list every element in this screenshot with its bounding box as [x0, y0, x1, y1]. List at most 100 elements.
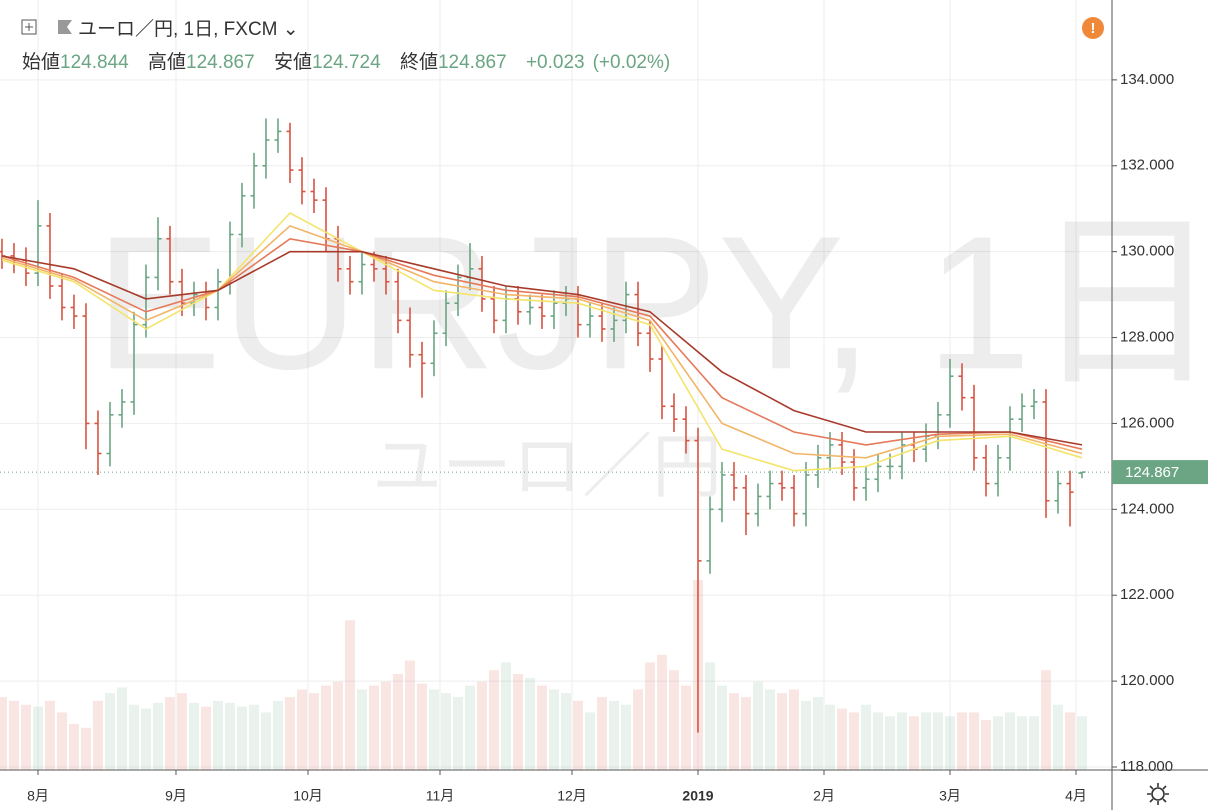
volume-bar	[776, 693, 787, 770]
ohlc-bar	[166, 225, 174, 295]
volume-bar	[1064, 712, 1075, 770]
volume-bar	[56, 712, 67, 770]
volume-bar	[680, 685, 691, 770]
volume-bar	[824, 704, 835, 770]
volume-bar	[164, 697, 175, 770]
ohlc-bar	[58, 273, 66, 321]
ohlc-bar	[862, 466, 870, 501]
ohlc-bar	[394, 268, 402, 334]
ohlc-bar	[346, 255, 354, 295]
volume-bar	[344, 620, 355, 770]
ohlc-bar	[754, 483, 762, 527]
volume-bar	[716, 685, 727, 770]
volume-bar	[104, 693, 115, 770]
y-tick-label: 120.000	[1120, 672, 1174, 689]
close-value: 124.867	[437, 52, 507, 73]
ohlc-bar	[970, 384, 978, 471]
x-tick-label: 11月	[426, 788, 455, 804]
ohlc-bar	[1054, 470, 1062, 514]
y-tick-label: 126.000	[1120, 414, 1174, 431]
ohlc-bar	[478, 255, 486, 312]
ohlc-bar	[298, 157, 306, 205]
volume-bar	[848, 712, 859, 770]
ohlc-bar	[442, 290, 450, 347]
ohlc-bar	[946, 359, 954, 428]
ohlc-bar	[430, 320, 438, 377]
volume-bar	[944, 716, 955, 770]
volume-bar	[764, 689, 775, 770]
ohlc-bar	[310, 178, 318, 214]
ohlc-bar	[1006, 406, 1014, 471]
volume-bar	[296, 689, 307, 770]
volume-bar	[476, 681, 487, 770]
volume-bar	[488, 670, 499, 770]
close-label: 終値	[399, 52, 438, 73]
ohlc-bar	[154, 217, 162, 291]
settings-icon[interactable]	[1147, 783, 1169, 805]
volume-bar	[620, 704, 631, 770]
ohlc-bar	[118, 389, 126, 428]
grid-icon[interactable]	[21, 19, 37, 35]
volume-bar	[872, 712, 883, 770]
volume-bar	[224, 702, 235, 770]
ohlc-bar	[178, 268, 186, 317]
volume-bar	[512, 674, 523, 770]
ohlc-bar	[778, 470, 786, 501]
header: ユーロ／円, 1日, FXCM ⌄ 始値124.844 高値124.867 安値…	[22, 14, 684, 74]
ohlc-legend: 始値124.844 高値124.867 安値124.724 終値124.867 …	[22, 47, 684, 74]
ohlc-bar	[586, 303, 594, 338]
volume-bar	[356, 689, 367, 770]
volume-bar	[908, 716, 919, 770]
volume-bar	[32, 706, 43, 770]
volume-bar	[956, 712, 967, 770]
volume-bar	[272, 700, 283, 770]
y-tick-label: 122.000	[1120, 586, 1174, 603]
volume-bar	[500, 662, 511, 770]
ohlc-bar	[682, 406, 690, 454]
ohlc-bar	[922, 423, 930, 463]
ohlc-bar	[418, 341, 426, 398]
volume-bar	[380, 681, 391, 770]
volume-bar	[392, 674, 403, 770]
last-price-box	[1112, 460, 1208, 485]
change-pct: (+0.02%)	[592, 52, 671, 73]
open-value: 124.844	[60, 52, 129, 73]
volume-bar	[188, 702, 199, 770]
moving-average	[1, 212, 1083, 472]
volume-bar	[740, 697, 751, 770]
ohlc-bar	[1078, 471, 1086, 479]
last-price-label: 124.867	[1125, 464, 1179, 481]
volume-bar	[20, 704, 31, 770]
volume-bar	[644, 662, 655, 770]
volume-bar	[248, 704, 259, 770]
volume-bar	[1052, 704, 1063, 770]
volume-bar	[116, 687, 127, 770]
volume-bar	[308, 693, 319, 770]
volume-bar	[128, 704, 139, 770]
ohlc-bar	[106, 401, 114, 467]
moving-average	[1, 250, 1083, 446]
x-tick-label: 3月	[939, 788, 961, 804]
ohlc-bar	[1018, 393, 1026, 433]
ohlc-bar	[274, 118, 282, 153]
ohlc-bar	[646, 320, 654, 372]
ohlc-bar	[70, 294, 78, 329]
ohlc-bar	[1030, 389, 1038, 420]
volume-bar	[1076, 716, 1087, 770]
volume-bar	[440, 693, 451, 770]
ohlc-bar	[670, 393, 678, 433]
alert-icon[interactable]	[1082, 17, 1104, 39]
y-tick-label: 132.000	[1120, 157, 1174, 174]
ohlc-bar	[1066, 470, 1074, 527]
low-value: 124.724	[311, 52, 381, 73]
volume-bar	[236, 706, 247, 770]
ohlc-bar	[766, 470, 774, 510]
volume-bar	[1028, 716, 1039, 770]
watermark-sub: ユーロ／円	[372, 427, 722, 505]
x-tick-label: 2月	[813, 788, 835, 804]
volume-bar	[92, 700, 103, 770]
ohlc-bar	[214, 268, 222, 321]
volume-bar	[44, 700, 55, 770]
title[interactable]: ユーロ／円, 1日, FXCM ⌄	[78, 19, 299, 40]
